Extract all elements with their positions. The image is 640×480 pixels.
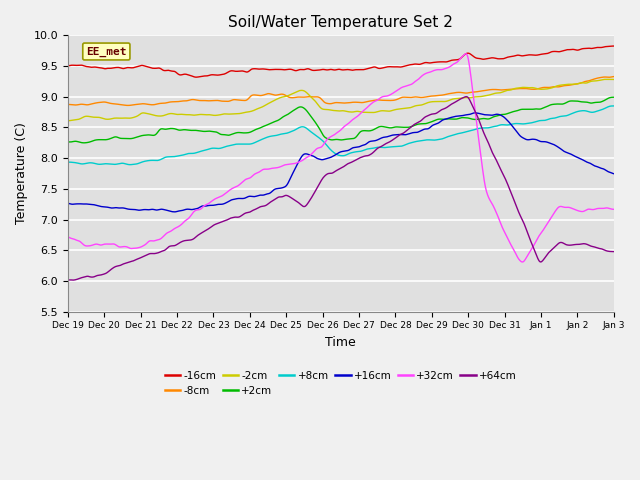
Title: Soil/Water Temperature Set 2: Soil/Water Temperature Set 2 bbox=[228, 15, 453, 30]
X-axis label: Time: Time bbox=[326, 336, 356, 349]
Y-axis label: Temperature (C): Temperature (C) bbox=[15, 122, 28, 225]
Text: EE_met: EE_met bbox=[86, 47, 127, 57]
Legend: -16cm, -8cm, -2cm, +2cm, +8cm, +16cm, +32cm, +64cm: -16cm, -8cm, -2cm, +2cm, +8cm, +16cm, +3… bbox=[161, 367, 521, 400]
